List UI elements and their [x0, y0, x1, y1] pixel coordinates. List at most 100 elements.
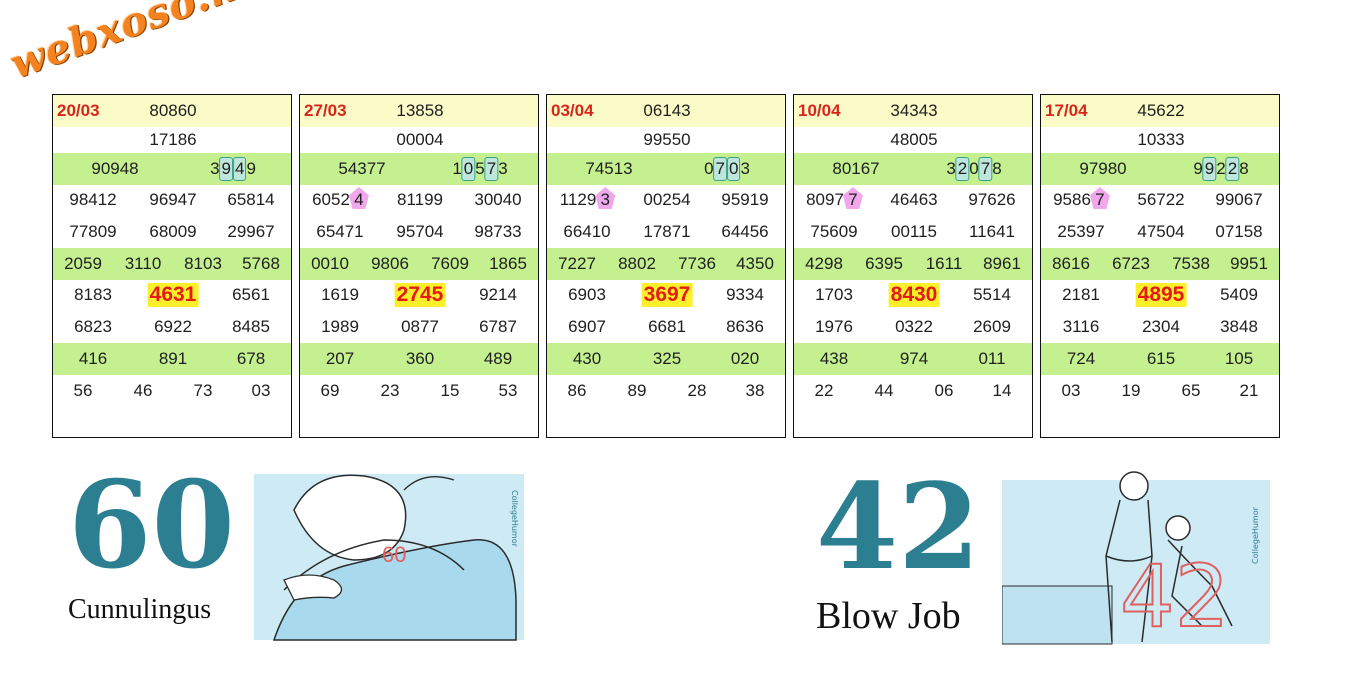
result-number: 6787	[479, 317, 517, 336]
result-number: 3116	[1062, 317, 1100, 336]
result-number: 53	[498, 381, 518, 400]
result-number-marked: 1129 3	[560, 184, 615, 216]
result-number: 615	[1146, 349, 1176, 368]
result-row: 66410 17871 64456	[547, 216, 785, 248]
result-number: 8485	[232, 317, 270, 336]
blowjob-drawing: 42 CollegeHumor	[1002, 471, 1270, 646]
result-number: 28	[687, 381, 707, 400]
result-number: 69	[320, 381, 340, 400]
result-row: 430 325 020	[547, 343, 785, 375]
digit: 8097	[806, 190, 844, 209]
result-row: 03/04 06143	[547, 95, 785, 127]
digit: 1	[452, 159, 462, 178]
second-prize-number: 74513	[585, 159, 633, 178]
digit: 8	[1239, 159, 1249, 178]
result-number: 99067	[1215, 190, 1263, 209]
result-number: 73	[193, 381, 213, 400]
result-number: 86	[567, 381, 587, 400]
result-number: 56722	[1137, 190, 1185, 209]
result-number: 25397	[1057, 222, 1105, 241]
result-number: 66410	[563, 222, 611, 241]
result-number: 360	[405, 349, 435, 368]
result-number: 3848	[1220, 317, 1258, 336]
result-number: 1989	[321, 317, 359, 336]
result-number: 489	[483, 349, 513, 368]
digit: 9	[1193, 159, 1203, 178]
result-number: 9334	[726, 285, 764, 304]
result-number: 6395	[865, 254, 903, 273]
result-number: 7538	[1172, 254, 1210, 273]
result-row: 6903 3697 9334	[547, 279, 785, 311]
result-number: 4350	[736, 254, 774, 273]
result-number: 00115	[890, 222, 938, 241]
digit: 5	[475, 159, 485, 178]
result-number: 8103	[184, 254, 222, 273]
top-prize-number: 34343	[890, 101, 938, 120]
result-card: 17/04 45622 10333 97980 9 9 2 2 8 9586 7 56722 99067…	[1040, 94, 1280, 438]
result-number: 44	[874, 381, 894, 400]
result-card: 10/04 34343 48005 80167 3 2 0 7 8 8097 7 46463 97626…	[793, 94, 1033, 438]
result-number: 17871	[643, 222, 691, 241]
result-row: 54377 1 0 5 7 3	[300, 153, 538, 185]
result-number: 96947	[149, 190, 197, 209]
top-prize-number: 80860	[149, 101, 197, 120]
result-row: 97980 9 9 2 2 8	[1041, 153, 1279, 185]
first-prize-number: 10333	[1137, 130, 1185, 149]
pentagon-mark: 7	[844, 190, 862, 210]
pentagon-mark: 7	[1091, 190, 1109, 210]
first-prize-number: 48005	[890, 130, 938, 149]
result-number: 07158	[1215, 222, 1263, 241]
result-row: 03 19 65 21	[1041, 375, 1279, 407]
result-row: 6823 6922 8485	[53, 311, 291, 343]
highlighted-digit: 7	[484, 157, 499, 181]
illustration-60: 60 Cunnulingus 60 CollegeHumor	[64, 466, 534, 646]
result-number: 21	[1239, 381, 1259, 400]
result-number: 2609	[973, 317, 1011, 336]
result-number: 416	[78, 349, 108, 368]
result-row: 17/04 45622	[1041, 95, 1279, 127]
result-number: 22	[814, 381, 834, 400]
result-number: 4298	[805, 254, 843, 273]
illustration-42: 42 Blow Job 42 CollegeHumor	[814, 466, 1274, 646]
result-number: 6723	[1112, 254, 1150, 273]
result-number: 46463	[890, 190, 938, 209]
result-number: 1619	[321, 285, 359, 304]
result-row: 00004	[300, 124, 538, 156]
result-number: 678	[236, 349, 266, 368]
result-number: 8636	[726, 317, 764, 336]
highlighted-digit: 0	[727, 157, 741, 181]
illustration-caption: Blow Job	[816, 595, 961, 637]
result-number: 9806	[371, 254, 409, 273]
result-number: 974	[899, 349, 929, 368]
result-number: 1703	[815, 285, 853, 304]
result-number: 03	[251, 381, 271, 400]
draw-date: 10/04	[798, 101, 841, 120]
result-number: 6922	[154, 317, 192, 336]
result-number: 7609	[431, 254, 469, 273]
result-row: 90948 3 9 4 9	[53, 153, 291, 185]
result-row: 8616 6723 7538 9951	[1041, 248, 1279, 280]
draw-date: 27/03	[304, 101, 347, 120]
result-number: 06	[934, 381, 954, 400]
result-row: 2059 3110 8103 5768	[53, 248, 291, 280]
result-number: 9214	[479, 285, 517, 304]
result-number: 14	[992, 381, 1012, 400]
result-number: 03	[1061, 381, 1081, 400]
result-row: 724 615 105	[1041, 343, 1279, 375]
result-number: 438	[819, 349, 849, 368]
result-number: 6907	[568, 317, 606, 336]
result-row: 1976 0322 2609	[794, 311, 1032, 343]
highlighted-digit: 0	[461, 157, 476, 181]
result-number: 65471	[316, 222, 364, 241]
result-row: 56 46 73 03	[53, 375, 291, 407]
result-number: 105	[1224, 349, 1254, 368]
result-number: 8183	[74, 285, 112, 304]
cunnilingus-drawing: 60 CollegeHumor	[254, 474, 524, 641]
digit: 0	[969, 159, 979, 178]
result-number: 65	[1181, 381, 1201, 400]
result-number: 1865	[489, 254, 527, 273]
highlighted-digit: 7	[713, 157, 727, 181]
draw-date: 03/04	[551, 101, 594, 120]
